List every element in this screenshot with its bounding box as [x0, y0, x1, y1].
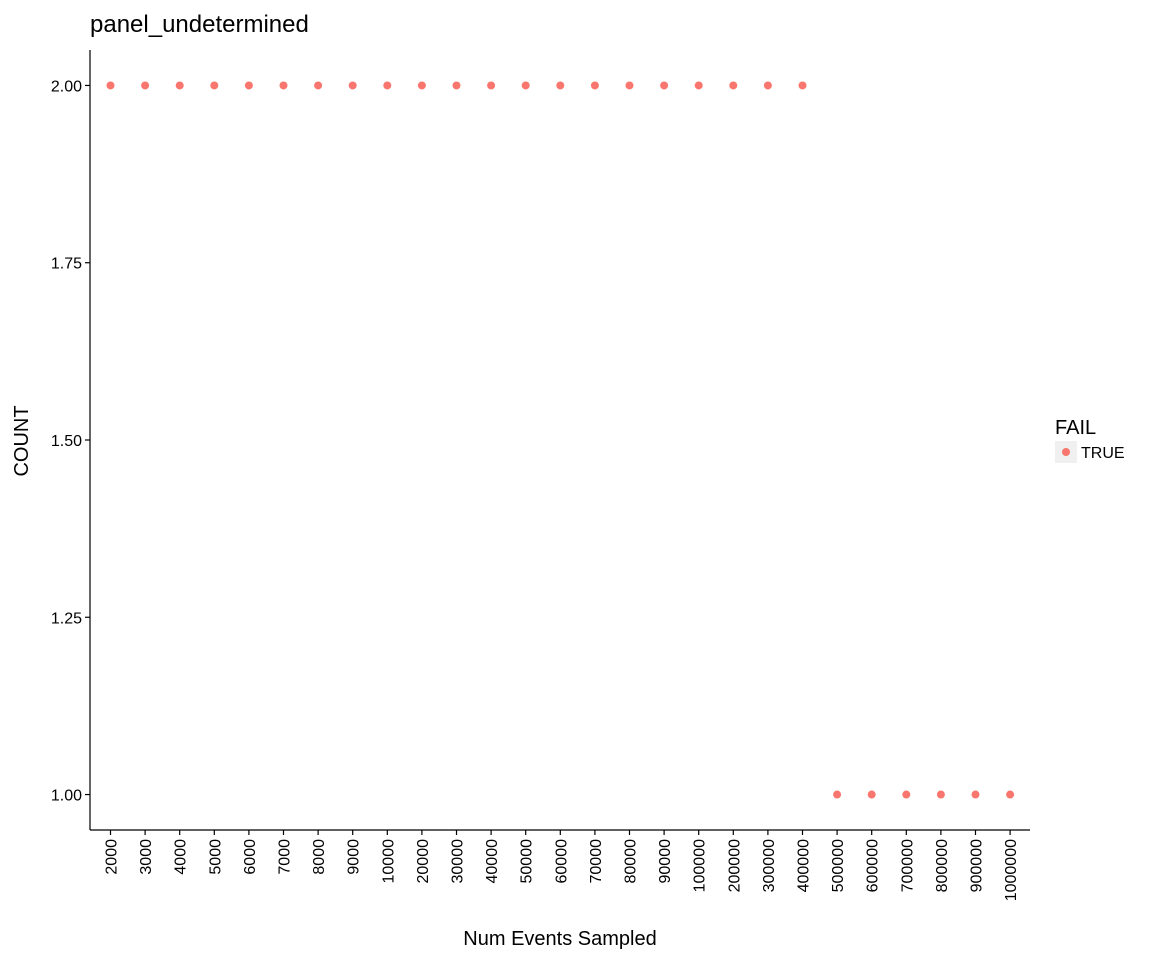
- x-tick-label: 300000: [761, 839, 778, 892]
- x-tick-label: 3000: [138, 839, 155, 875]
- legend: FAIL TRUE: [1055, 417, 1125, 463]
- data-point: [314, 81, 323, 90]
- x-tick-label: 1000000: [1003, 839, 1020, 901]
- y-axis-title: COUNT: [11, 405, 33, 476]
- x-tick-label: 9000: [346, 839, 363, 875]
- y-tick-label: 1.50: [51, 433, 82, 450]
- y-tick-label: 1.25: [51, 610, 82, 627]
- x-tick-label: 5000: [207, 839, 224, 875]
- y-tick-label: 1.00: [51, 788, 82, 805]
- data-point: [487, 81, 496, 90]
- x-tick-label: 4000: [173, 839, 190, 875]
- x-tick-label: 30000: [450, 839, 467, 884]
- x-axis-title: Num Events Sampled: [463, 928, 656, 950]
- data-point: [971, 790, 980, 799]
- x-tick-label: 400000: [796, 839, 813, 892]
- y-axis-ticks: 1.00 1.25 1.50 1.75 2.00: [51, 78, 90, 805]
- x-tick-label: 2000: [104, 839, 121, 875]
- x-tick-label: 700000: [899, 839, 916, 892]
- data-point: [590, 81, 599, 90]
- legend-key-point: [1062, 448, 1070, 456]
- data-point: [625, 81, 634, 90]
- data-point: [348, 81, 357, 90]
- data-point: [660, 81, 669, 90]
- legend-title: FAIL: [1055, 417, 1096, 439]
- y-tick-label: 2.00: [51, 78, 82, 95]
- x-tick-label: 60000: [553, 839, 570, 884]
- x-axis-ticks: 2000 3000 4000 5000 6000 7000 8000 9000 10000 200…: [104, 830, 1020, 901]
- data-point: [521, 81, 530, 90]
- x-tick-label: 600000: [865, 839, 882, 892]
- data-point: [383, 81, 392, 90]
- x-tick-label: 8000: [311, 839, 328, 875]
- x-tick-label: 10000: [380, 839, 397, 884]
- x-tick-label: 20000: [415, 839, 432, 884]
- data-points: [106, 81, 1015, 799]
- x-tick-label: 50000: [519, 839, 536, 884]
- x-tick-label: 500000: [830, 839, 847, 892]
- data-point: [279, 81, 288, 90]
- data-point: [1006, 790, 1015, 799]
- chart-title: panel_undetermined: [90, 11, 309, 38]
- data-point: [452, 81, 461, 90]
- x-tick-label: 80000: [623, 839, 640, 884]
- data-point: [106, 81, 115, 90]
- x-tick-label: 70000: [588, 839, 605, 884]
- x-tick-label: 6000: [242, 839, 259, 875]
- x-tick-label: 200000: [726, 839, 743, 892]
- data-point: [556, 81, 565, 90]
- data-point: [763, 81, 772, 90]
- data-point: [210, 81, 219, 90]
- x-tick-label: 7000: [277, 839, 294, 875]
- x-tick-label: 800000: [934, 839, 951, 892]
- legend-label: TRUE: [1081, 445, 1125, 462]
- data-point: [833, 790, 842, 799]
- data-point: [175, 81, 184, 90]
- data-point: [902, 790, 911, 799]
- y-tick-label: 1.75: [51, 256, 82, 273]
- data-point: [729, 81, 738, 90]
- data-point: [694, 81, 703, 90]
- x-tick-label: 90000: [657, 839, 674, 884]
- x-tick-label: 40000: [484, 839, 501, 884]
- data-point: [798, 81, 807, 90]
- data-point: [867, 790, 876, 799]
- legend-entries: TRUE: [1055, 441, 1125, 463]
- data-point: [417, 81, 426, 90]
- data-point: [141, 81, 150, 90]
- x-tick-label: 100000: [692, 839, 709, 892]
- data-point: [244, 81, 253, 90]
- x-tick-label: 900000: [969, 839, 986, 892]
- data-point: [936, 790, 945, 799]
